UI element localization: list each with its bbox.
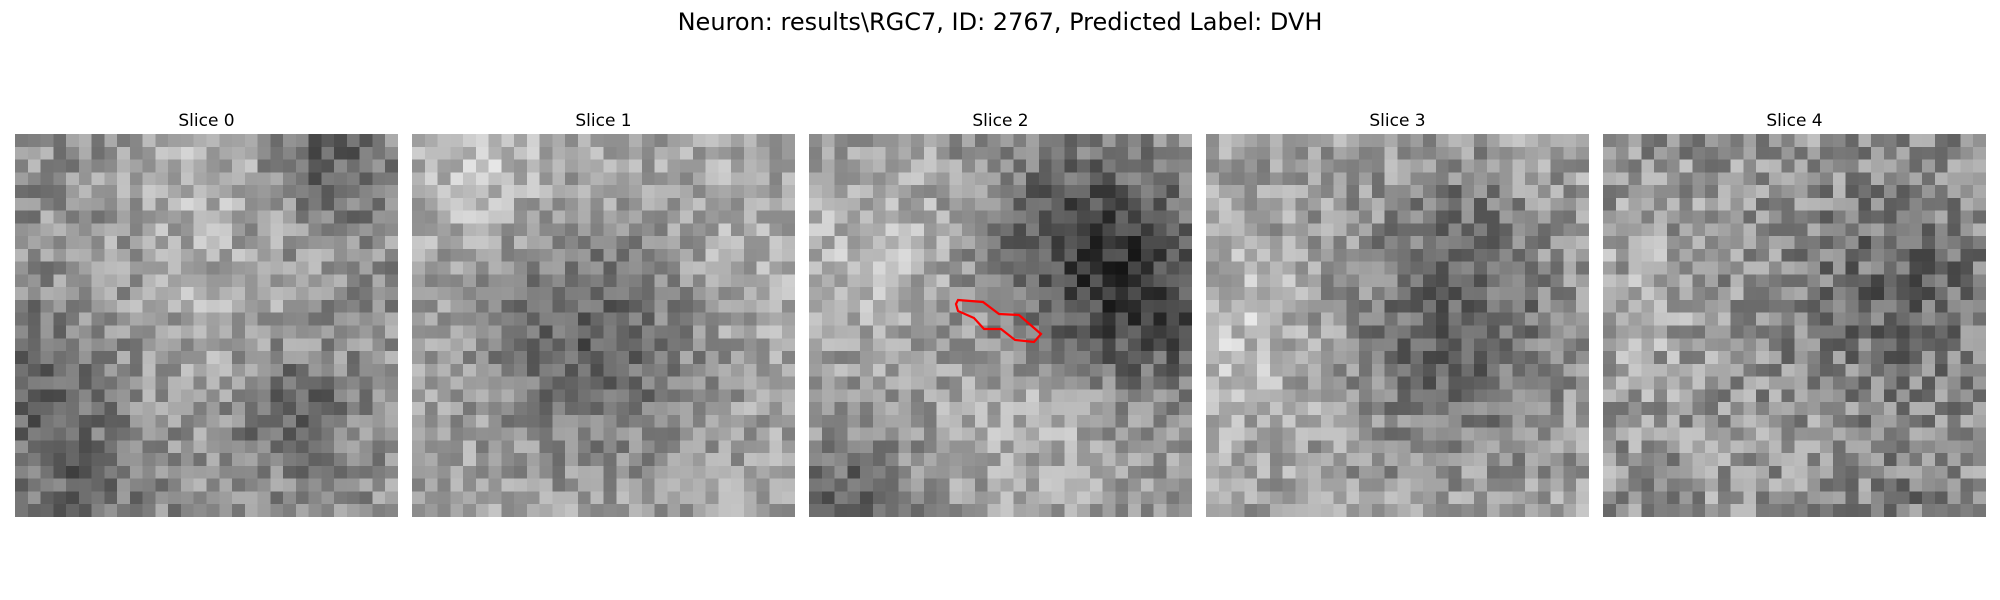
slice-panel-3: Slice 3	[1206, 108, 1589, 517]
slice-image-1	[412, 134, 795, 517]
slice-canvas-3	[1206, 134, 1589, 517]
slice-panel-4: Slice 4	[1603, 108, 1986, 517]
slice-image-2	[809, 134, 1192, 517]
slice-image-0	[15, 134, 398, 517]
slice-panel-1: Slice 1	[412, 108, 795, 517]
slice-title-4: Slice 4	[1766, 111, 1823, 131]
slice-image-4	[1603, 134, 1986, 517]
slice-canvas-2	[809, 134, 1192, 517]
slice-canvas-4	[1603, 134, 1986, 517]
slice-canvas-1	[412, 134, 795, 517]
slice-panel-2: Slice 2	[809, 108, 1192, 517]
slice-canvas-0	[15, 134, 398, 517]
slice-title-1: Slice 1	[575, 111, 632, 131]
figure-title: Neuron: results\RGC7, ID: 2767, Predicte…	[677, 8, 1323, 36]
slice-image-3	[1206, 134, 1589, 517]
slice-title-0: Slice 0	[178, 111, 235, 131]
slice-title-2: Slice 2	[972, 111, 1029, 131]
slice-title-3: Slice 3	[1369, 111, 1426, 131]
slice-panel-0: Slice 0	[15, 108, 398, 517]
